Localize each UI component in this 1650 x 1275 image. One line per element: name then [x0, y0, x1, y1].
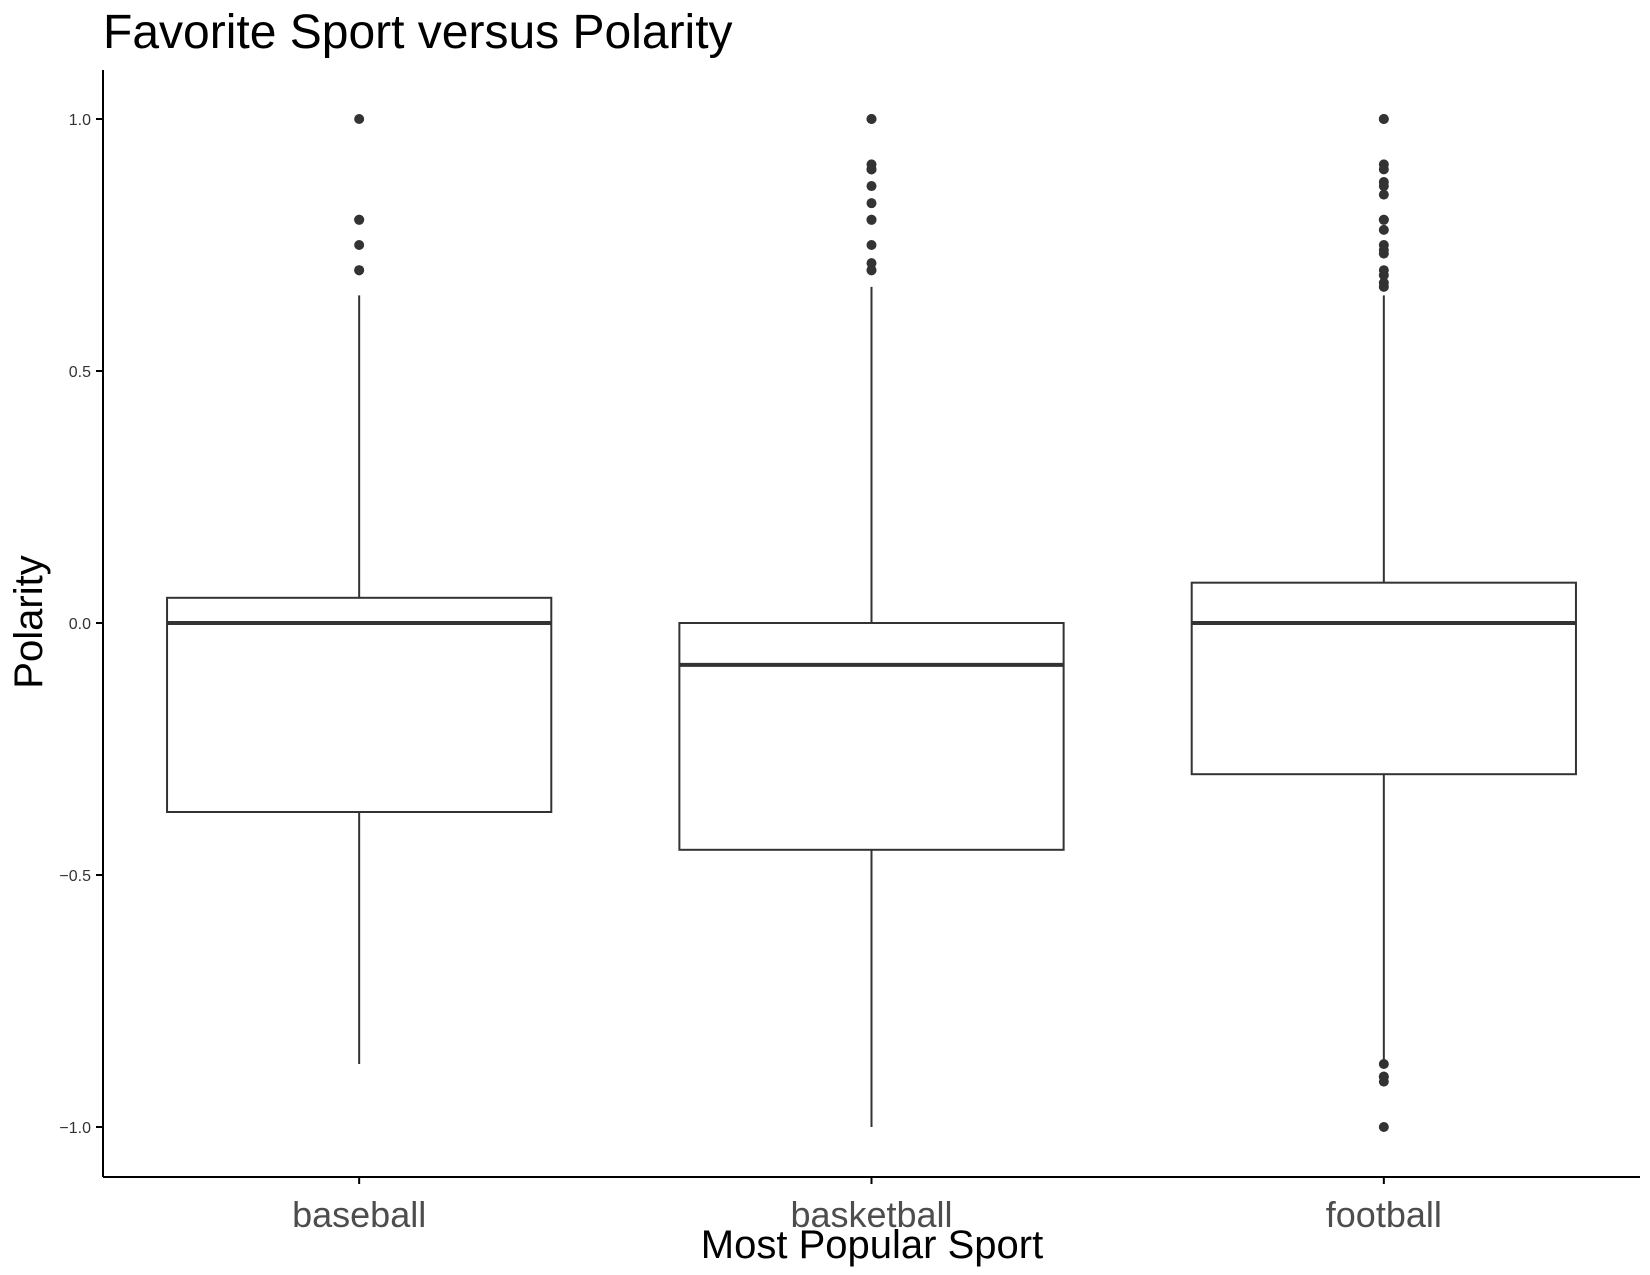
- y-tick-label: 0.5: [69, 364, 91, 381]
- outlier-point: [866, 198, 877, 209]
- outlier-point: [1378, 1076, 1389, 1087]
- outlier-point: [1378, 189, 1389, 200]
- y-tick-label: −1.0: [59, 1120, 91, 1137]
- outlier-point: [1378, 164, 1389, 175]
- outlier-point: [866, 265, 877, 276]
- outlier-point: [354, 265, 365, 276]
- outlier-point: [1378, 181, 1389, 192]
- outlier-point: [1378, 114, 1389, 124]
- x-tick-label: baseball: [292, 1194, 426, 1235]
- y-tick-label: 0.0: [69, 616, 91, 633]
- outlier-point: [1378, 248, 1389, 259]
- outlier-point: [866, 240, 877, 250]
- outlier-point: [1378, 281, 1389, 292]
- y-axis-label: Polarity: [7, 555, 51, 688]
- x-tick-label: football: [1326, 1194, 1442, 1235]
- outlier-point: [1378, 270, 1389, 281]
- box-iqr: [678, 622, 1065, 851]
- plot-marks: 1.0 0.5 0.0 −0.5 −1.0 baseball basketball footb…: [59, 112, 1577, 1235]
- chart-title: Favorite Sport versus Polarity: [103, 6, 733, 59]
- outlier-point: [354, 114, 365, 124]
- outlier-point: [1378, 214, 1389, 225]
- outlier-point: [354, 214, 365, 225]
- outlier-point: [354, 240, 365, 250]
- box-iqr: [166, 596, 553, 813]
- outlier-point: [866, 181, 877, 192]
- y-tick-label: −0.5: [59, 868, 91, 885]
- outlier-point: [866, 258, 877, 269]
- outlier-point: [866, 214, 877, 225]
- box-iqr: [1190, 581, 1577, 776]
- x-tick-label: basketball: [790, 1194, 952, 1235]
- outlier-point: [1378, 1059, 1389, 1069]
- outlier-point: [1378, 1122, 1389, 1132]
- outlier-point: [1378, 224, 1389, 235]
- y-tick-label: 1.0: [69, 112, 91, 129]
- x-axis-label: Most Popular Sport: [701, 1223, 1043, 1267]
- outlier-point: [866, 114, 877, 124]
- outlier-point: [866, 164, 877, 175]
